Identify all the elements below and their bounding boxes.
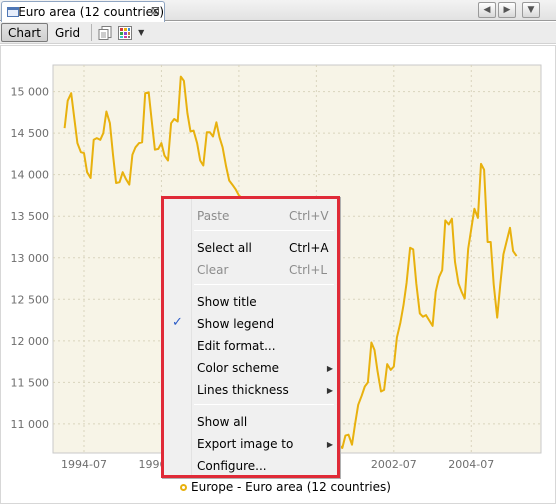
y-tick-label: 13 500 [11, 210, 50, 223]
menu-item-export-image[interactable]: Export image to ▶ [197, 437, 333, 451]
submenu-arrow-icon: ▶ [326, 363, 333, 373]
y-tick-label: 11 500 [11, 376, 50, 389]
tab-strip: Euro area (12 countries) ⊠ ◀ ▶ ▼ [0, 0, 556, 22]
toolbar-separator [91, 24, 93, 41]
y-tick-label: 15 000 [11, 86, 50, 99]
view-toolbar: Chart Grid ▼ [0, 22, 556, 44]
grid-view-button[interactable]: Grid [54, 25, 81, 40]
menu-item-color-scheme[interactable]: Color scheme ▶ [197, 361, 333, 375]
tab-navigation: ◀ ▶ ▼ [478, 2, 540, 18]
menu-item-show-title[interactable]: Show title [197, 295, 257, 309]
legend-label: Europe - Euro area (12 countries) [191, 480, 391, 494]
y-tick-label: 12 000 [11, 335, 50, 348]
menu-icon-gutter [164, 199, 192, 475]
menu-item-paste[interactable]: Paste Ctrl+V [197, 209, 329, 223]
menu-item-lines-thickness[interactable]: Lines thickness ▶ [197, 383, 333, 397]
menu-item-show-all[interactable]: Show all [197, 415, 248, 429]
y-tick-label: 12 500 [11, 293, 50, 306]
menu-separator [194, 404, 334, 405]
y-tick-label: 13 000 [11, 252, 50, 265]
menu-item-configure[interactable]: Configure... [197, 459, 267, 473]
y-tick-label: 14 000 [11, 169, 50, 182]
menu-separator [194, 284, 334, 285]
menu-item-show-legend[interactable]: ✓ Show legend [172, 315, 275, 331]
menu-item-clear[interactable]: Clear Ctrl+L [197, 263, 328, 277]
checkmark-icon: ✓ [172, 315, 183, 330]
y-tick-label: 11 000 [11, 418, 50, 431]
submenu-arrow-icon: ▶ [326, 439, 333, 449]
context-menu: Paste Ctrl+V Select all Ctrl+A Clear Ctr… [161, 196, 340, 478]
color-scheme-icon[interactable] [116, 24, 134, 42]
tab-list-button[interactable]: ▼ [522, 2, 540, 18]
chart-view-button[interactable]: Chart [1, 23, 48, 42]
chart-legend: Europe - Euro area (12 countries) [180, 479, 391, 495]
x-tick-label: 2002-07 [371, 458, 417, 471]
scroll-right-button[interactable]: ▶ [498, 2, 516, 18]
close-icon[interactable]: ⊠ [150, 4, 160, 17]
chevron-down-icon[interactable]: ▼ [138, 28, 145, 37]
menu-item-edit-format[interactable]: Edit format... [197, 339, 276, 353]
tab-euro-area[interactable]: Euro area (12 countries) ⊠ [1, 1, 165, 22]
submenu-arrow-icon: ▶ [326, 385, 333, 395]
chart-window-icon [6, 5, 19, 19]
menu-separator [194, 230, 334, 231]
copy-icon[interactable] [96, 24, 114, 42]
menu-item-select-all[interactable]: Select all Ctrl+A [197, 241, 329, 255]
scroll-left-button[interactable]: ◀ [478, 2, 496, 18]
x-tick-label: 1994-07 [61, 458, 107, 471]
tab-title: Euro area (12 countries) [18, 5, 164, 19]
legend-marker-icon [180, 483, 187, 491]
y-tick-label: 14 500 [11, 127, 50, 140]
x-tick-label: 2004-07 [448, 458, 494, 471]
